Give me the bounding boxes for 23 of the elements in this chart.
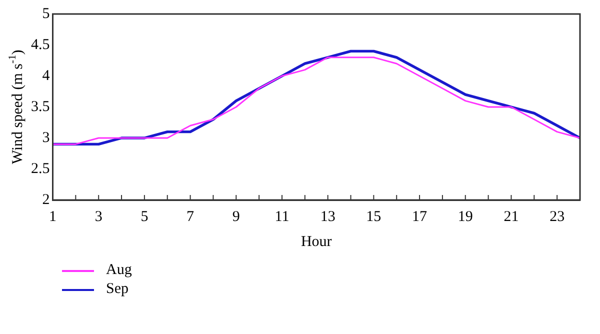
y-axis-title: Wind speed (m s-1) [8,50,26,164]
x-tick-label: 9 [232,208,240,225]
y-tick-label: 5 [42,6,50,22]
x-tick-label: 13 [320,208,336,225]
y-tick-label: 3 [42,130,50,146]
y-tick-label: 3.5 [31,98,50,115]
x-tick-label: 3 [94,208,102,225]
x-tick-label: 15 [366,208,382,225]
y-tick-label: 4 [42,68,50,84]
x-tick-label: 17 [412,208,428,225]
x-axis-title: Hour [300,234,332,250]
x-tick-label: 19 [458,208,473,225]
legend-label: Sep [106,281,128,298]
y-tick-label: 4.5 [31,36,50,53]
x-tick-label: 11 [274,208,290,225]
x-tick-label: 23 [550,208,565,225]
x-tick-label: 1 [49,208,56,225]
x-tick-label: 5 [140,208,148,225]
legend-label: Aug [106,262,132,279]
x-tick-label: 7 [186,208,195,225]
x-tick-label: 21 [504,208,519,225]
y-tick-label: 2.5 [31,160,50,177]
y-tick-label: 2 [42,192,50,208]
